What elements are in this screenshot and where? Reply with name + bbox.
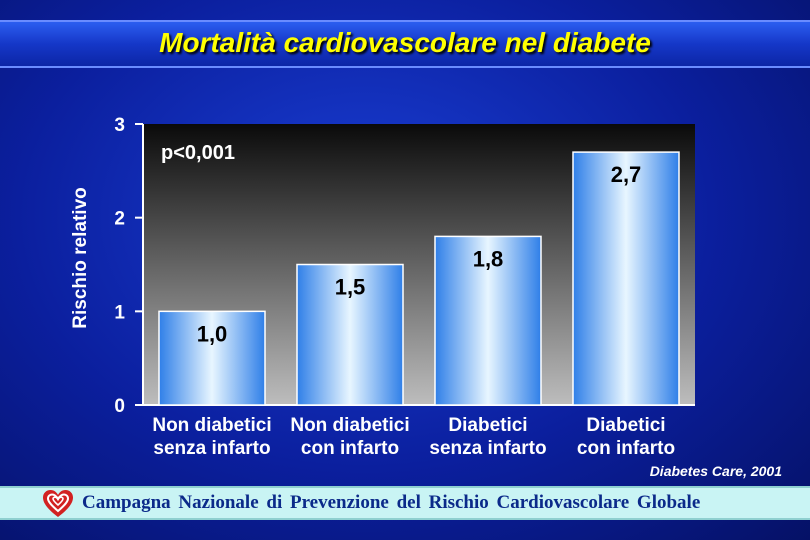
bar bbox=[158, 310, 266, 406]
y-tick-label: 3 bbox=[114, 115, 125, 136]
y-axis-label: Rischio relativo bbox=[70, 187, 91, 329]
x-category-label: Diabetici bbox=[586, 415, 665, 436]
bar bbox=[434, 235, 542, 406]
y-tick-label: 0 bbox=[114, 396, 125, 417]
slide-title: Mortalità cardiovascolare nel diabete bbox=[159, 27, 651, 58]
bar-value-label: 1,8 bbox=[473, 246, 504, 271]
x-category-label: senza infarto bbox=[429, 438, 546, 459]
x-category-label: Diabetici bbox=[448, 415, 527, 436]
bar-value-label: 1,0 bbox=[197, 321, 228, 346]
y-tick-label: 1 bbox=[114, 302, 125, 323]
x-category-label: con infarto bbox=[301, 438, 399, 459]
source-citation: Diabetes Care, 2001 bbox=[649, 463, 782, 479]
bar-value-label: 1,5 bbox=[335, 275, 366, 300]
x-category-label: con infarto bbox=[577, 438, 675, 459]
y-tick-label: 2 bbox=[114, 209, 125, 230]
p-value-annotation: p<0,001 bbox=[161, 142, 235, 164]
bar-value-label: 2,7 bbox=[611, 162, 642, 187]
bar bbox=[572, 151, 680, 406]
x-category-label: Non diabetici bbox=[152, 415, 271, 436]
title-band bbox=[0, 20, 810, 68]
heart-logo-icon bbox=[43, 490, 73, 517]
x-category-label: Non diabetici bbox=[290, 415, 409, 436]
x-category-label: senza infarto bbox=[153, 438, 270, 459]
footer-text: Campagna Nazionale di Prevenzione del Ri… bbox=[82, 492, 701, 513]
footer-band bbox=[0, 486, 810, 520]
bar bbox=[296, 263, 404, 406]
